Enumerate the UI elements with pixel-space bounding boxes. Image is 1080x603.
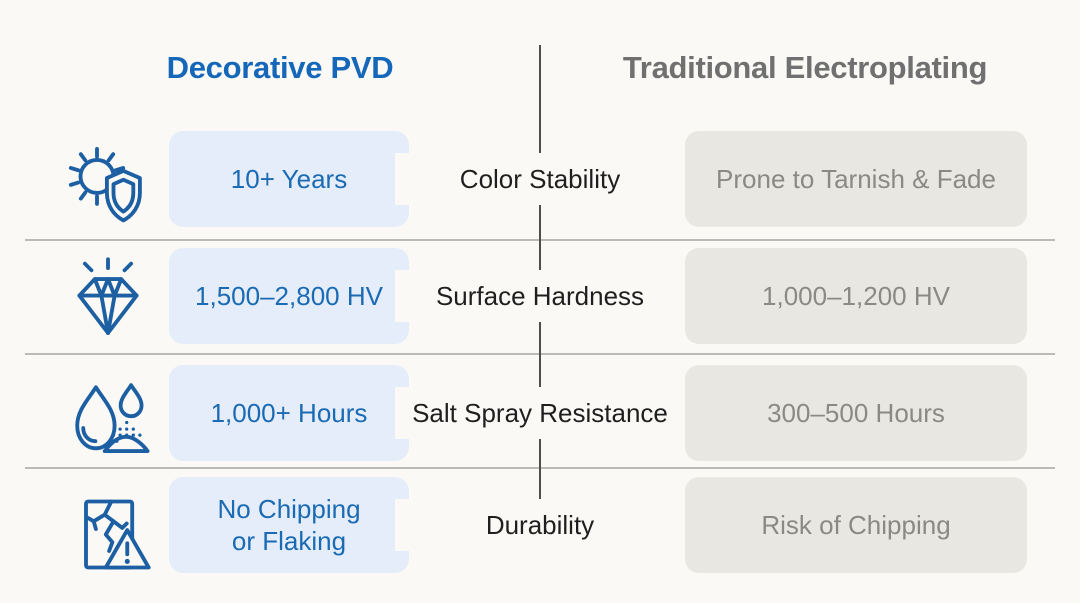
pvd-column-title: Decorative PVD (166, 50, 394, 85)
traditional-value-pill: Risk of Chipping (685, 477, 1027, 573)
pvd-value-pill: 1,000+ Hours (169, 365, 409, 461)
traditional-value-pill: Prone to Tarnish & Fade (685, 131, 1027, 227)
pvd-value-pill: 1,500–2,800 HV (169, 248, 409, 344)
sun-shield-icon (64, 135, 152, 231)
pvd-value-pill: 10+ Years (169, 131, 409, 227)
category-label: Color Stability (395, 153, 685, 205)
category-label: Surface Hardness (395, 270, 685, 322)
pvd-value-pill: No Chipping or Flaking (169, 477, 409, 573)
traditional-value-pill: 300–500 Hours (685, 365, 1027, 461)
salt-spray-icon (64, 369, 152, 465)
category-label: Salt Spray Resistance (395, 387, 685, 439)
category-label: Durability (395, 499, 685, 551)
diamond-icon (64, 252, 152, 348)
traditional-value-pill: 1,000–1,200 HV (685, 248, 1027, 344)
cracked-plate-warning-icon (64, 481, 152, 577)
electroplating-column-title: Traditional Electroplating (622, 50, 988, 85)
